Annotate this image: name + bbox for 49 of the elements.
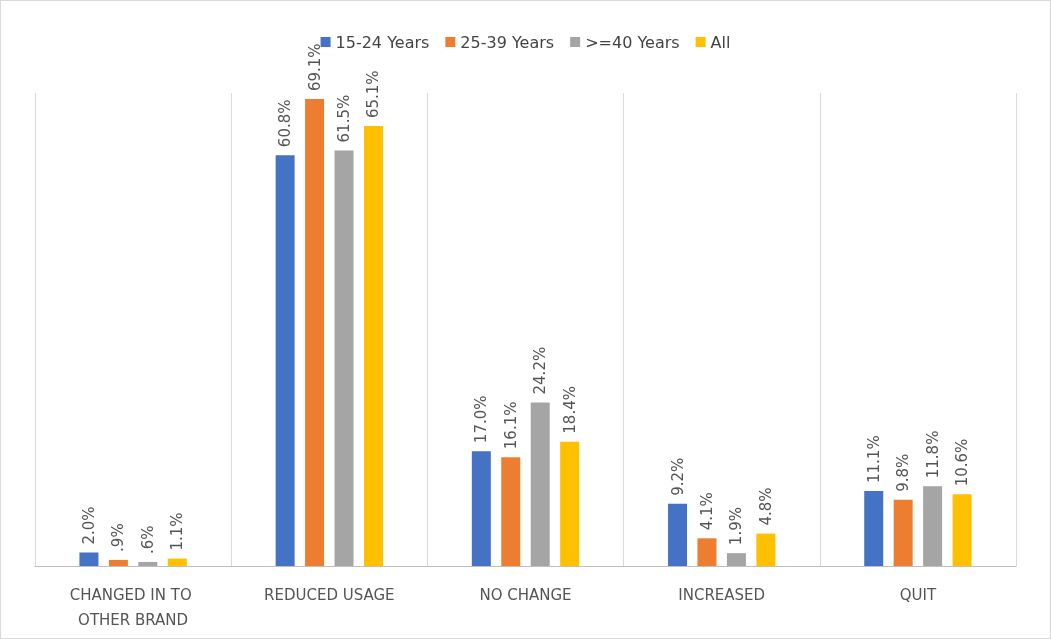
legend-label: 25-39 Years xyxy=(460,32,555,52)
bar xyxy=(334,150,354,566)
data-label: 60.8% xyxy=(276,99,295,148)
x-tick-label: NO CHANGE xyxy=(479,585,572,604)
data-label: 11.1% xyxy=(864,435,883,483)
bar xyxy=(363,126,383,566)
bar xyxy=(530,402,550,566)
data-label: 65.1% xyxy=(364,70,383,119)
data-label: 69.1% xyxy=(305,43,324,92)
bar xyxy=(864,491,884,566)
data-label: 24.2% xyxy=(531,346,550,395)
data-label: 2.0% xyxy=(79,506,98,545)
data-label: 9.8% xyxy=(894,453,913,492)
legend-label: >=40 Years xyxy=(585,32,680,52)
data-label: 1.1% xyxy=(168,512,187,551)
bar xyxy=(138,561,158,566)
legend-label: All xyxy=(710,32,731,52)
data-label: 11.8% xyxy=(923,430,942,479)
data-label: 1.9% xyxy=(727,507,746,546)
bar xyxy=(756,533,776,566)
data-label: 17.0% xyxy=(472,395,491,444)
data-label: 18.4% xyxy=(560,386,579,434)
bar xyxy=(305,99,325,566)
x-tick-label: REDUCED USAGE xyxy=(264,585,395,604)
data-label: 61.5% xyxy=(335,94,354,143)
bar xyxy=(893,499,913,566)
x-tick-label: CHANGED IN TO OTHER BRAND xyxy=(69,585,197,629)
data-label: .6% xyxy=(138,525,157,554)
bar xyxy=(923,486,943,566)
bar xyxy=(275,155,295,566)
data-label: 16.1% xyxy=(501,401,520,450)
bar xyxy=(471,451,491,566)
legend-label: 15-24 Years xyxy=(335,32,430,52)
x-tick-label: INCREASED xyxy=(678,585,766,604)
bar xyxy=(697,538,717,566)
data-label: .9% xyxy=(109,523,128,552)
bar xyxy=(79,552,99,566)
bar xyxy=(108,559,128,566)
bar xyxy=(668,503,688,566)
data-label: 9.2% xyxy=(668,457,687,496)
data-label: 4.1% xyxy=(697,492,716,531)
bar xyxy=(726,553,746,566)
bar xyxy=(560,441,580,566)
bar xyxy=(501,457,521,566)
bar xyxy=(952,494,972,566)
data-label: 10.6% xyxy=(953,438,972,487)
bar xyxy=(167,558,187,566)
data-label: 4.8% xyxy=(756,487,775,526)
x-tick-label: QUIT xyxy=(899,585,937,604)
